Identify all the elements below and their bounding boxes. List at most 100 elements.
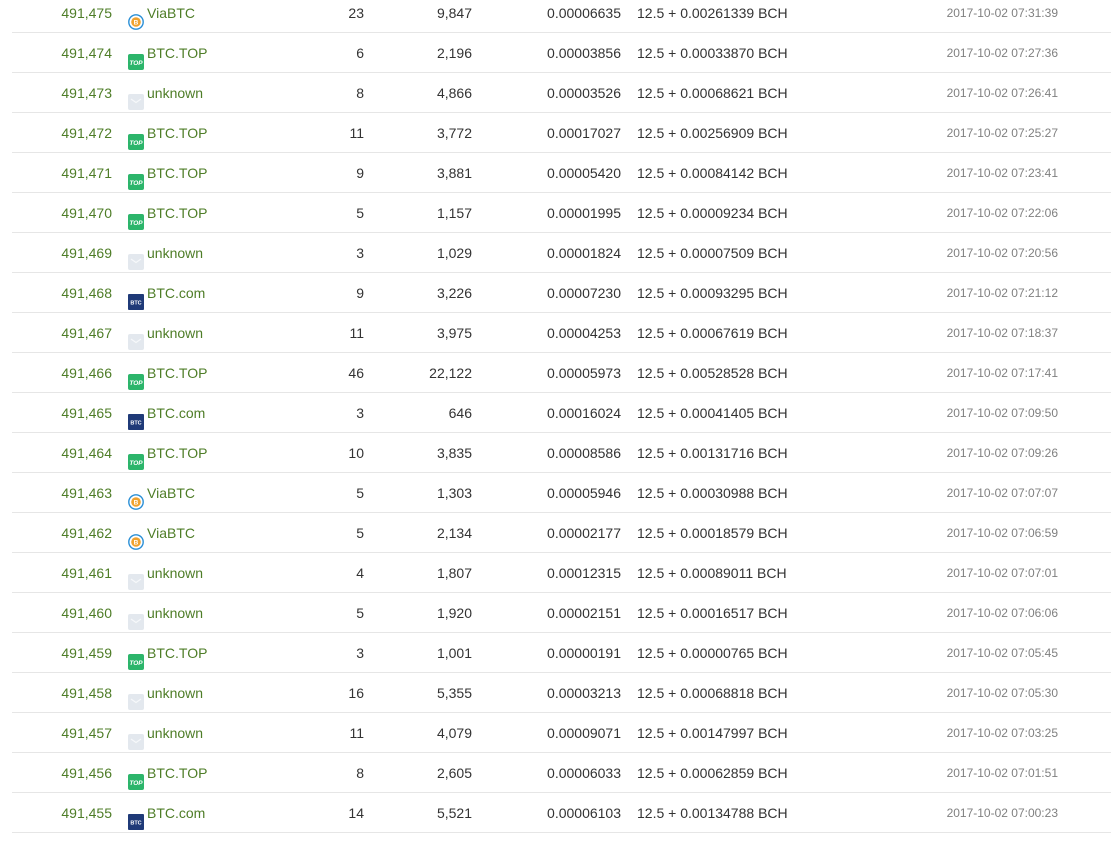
tx-count: 5	[356, 485, 364, 501]
block-reward: 12.5 + 0.00067619 BCH	[637, 313, 837, 353]
svg-text:TOP: TOP	[129, 220, 143, 227]
block-reward: 12.5 + 0.00256909 BCH	[637, 113, 837, 153]
block-height-link[interactable]: 491,469	[61, 245, 112, 261]
reward-unit: BCH	[758, 525, 788, 541]
pool-link[interactable]: unknown	[128, 313, 288, 353]
block-time: 2017-10-02 07:01:51	[946, 766, 1058, 780]
reward-unit: BCH	[758, 205, 788, 221]
block-height-link[interactable]: 491,466	[61, 365, 112, 381]
pool-link[interactable]: TOP BTC.TOP	[128, 153, 288, 193]
svg-text:B: B	[134, 540, 139, 547]
pool-link[interactable]: TOP BTC.TOP	[128, 33, 288, 73]
block-row: 491,462 B ViaBTC 5 2,134 0.00002177 12.5 + 0.0…	[12, 513, 1111, 553]
block-time: 2017-10-02 07:07:01	[946, 566, 1058, 580]
block-height-link[interactable]: 491,462	[61, 525, 112, 541]
svg-text:TOP: TOP	[129, 60, 143, 67]
reward-unit: BCH	[758, 45, 788, 61]
block-row: 491,470 TOP BTC.TOP 5 1,157 0.00001995 12.5 + …	[12, 193, 1111, 233]
block-height-link[interactable]: 491,475	[61, 5, 112, 21]
avg-fee: 0.00005973	[547, 365, 621, 381]
avg-fee: 0.00002151	[547, 605, 621, 621]
pool-link[interactable]: BTC BTC.com	[128, 273, 288, 313]
pool-link[interactable]: BTC BTC.com	[128, 393, 288, 433]
pool-link[interactable]: TOP BTC.TOP	[128, 353, 288, 393]
block-row: 491,457 unknown 11 4,079 0.00009071 12.5 + 0.…	[12, 713, 1111, 753]
pool-link[interactable]: TOP BTC.TOP	[128, 433, 288, 473]
pool-link[interactable]: B ViaBTC	[128, 0, 288, 33]
pool-link[interactable]: TOP BTC.TOP	[128, 113, 288, 153]
reward-amount: 12.5 + 0.00009234	[637, 205, 755, 221]
block-size: 1,029	[436, 245, 472, 261]
unknown-pool-icon	[128, 245, 144, 270]
pool-link[interactable]: unknown	[128, 73, 288, 113]
block-height-link[interactable]: 491,472	[61, 125, 112, 141]
block-size: 5,521	[436, 805, 472, 821]
pool-name: unknown	[147, 565, 204, 581]
pool-name: BTC.TOP	[147, 165, 208, 181]
block-reward: 12.5 + 0.00016517 BCH	[637, 593, 837, 633]
block-height-link[interactable]: 491,470	[61, 205, 112, 221]
block-size: 2,134	[436, 525, 472, 541]
pool-link[interactable]: unknown	[128, 233, 288, 273]
block-reward: 12.5 + 0.00147997 BCH	[637, 713, 837, 753]
block-height-link[interactable]: 491,458	[61, 685, 112, 701]
block-row: 491,466 TOP BTC.TOP 46 22,122 0.00005973 12.5 …	[12, 353, 1111, 393]
tx-count: 46	[348, 365, 364, 381]
block-row: 491,463 B ViaBTC 5 1,303 0.00005946 12.5 + 0.0…	[12, 473, 1111, 513]
pool-link[interactable]: B ViaBTC	[128, 513, 288, 553]
reward-unit: BCH	[758, 645, 788, 661]
block-time: 2017-10-02 07:20:56	[946, 246, 1058, 260]
btctop-icon: TOP	[128, 125, 144, 150]
reward-unit: BCH	[758, 125, 788, 141]
block-height-link[interactable]: 491,461	[61, 565, 112, 581]
btccom-icon: BTC	[128, 805, 144, 830]
block-time: 2017-10-02 07:26:41	[946, 86, 1058, 100]
block-height-link[interactable]: 491,456	[61, 765, 112, 781]
block-time: 2017-10-02 07:23:41	[946, 166, 1058, 180]
pool-link[interactable]: B ViaBTC	[128, 473, 288, 513]
reward-amount: 12.5 + 0.00256909	[637, 125, 755, 141]
reward-unit: BCH	[758, 725, 788, 741]
block-reward: 12.5 + 0.00033870 BCH	[637, 33, 837, 73]
pool-link[interactable]: TOP BTC.TOP	[128, 193, 288, 233]
reward-unit: BCH	[758, 245, 788, 261]
pool-link[interactable]: BTC BTC.com	[128, 793, 288, 833]
pool-link[interactable]: TOP BTC.TOP	[128, 753, 288, 793]
pool-name: BTC.TOP	[147, 125, 208, 141]
reward-unit: BCH	[758, 5, 788, 21]
reward-amount: 12.5 + 0.00067619	[637, 325, 755, 341]
block-height-link[interactable]: 491,465	[61, 405, 112, 421]
tx-count: 9	[356, 285, 364, 301]
block-height-link[interactable]: 491,471	[61, 165, 112, 181]
pool-link[interactable]: unknown	[128, 673, 288, 713]
block-height-link[interactable]: 491,460	[61, 605, 112, 621]
pool-link[interactable]: unknown	[128, 713, 288, 753]
block-size: 3,835	[436, 445, 472, 461]
block-reward: 12.5 + 0.00068818 BCH	[637, 673, 837, 713]
block-height-link[interactable]: 491,459	[61, 645, 112, 661]
block-size: 5,355	[436, 685, 472, 701]
avg-fee: 0.00007230	[547, 285, 621, 301]
block-reward: 12.5 + 0.00000765 BCH	[637, 633, 837, 673]
reward-amount: 12.5 + 0.00084142	[637, 165, 755, 181]
pool-link[interactable]: unknown	[128, 593, 288, 633]
block-height-link[interactable]: 491,455	[61, 805, 112, 821]
reward-amount: 12.5 + 0.00041405	[637, 405, 755, 421]
block-height-link[interactable]: 491,467	[61, 325, 112, 341]
block-height-link[interactable]: 491,474	[61, 45, 112, 61]
block-height-link[interactable]: 491,463	[61, 485, 112, 501]
block-height-link[interactable]: 491,468	[61, 285, 112, 301]
block-height-link[interactable]: 491,464	[61, 445, 112, 461]
pool-link[interactable]: TOP BTC.TOP	[128, 633, 288, 673]
tx-count: 5	[356, 205, 364, 221]
block-time: 2017-10-02 07:22:06	[946, 206, 1058, 220]
svg-text:TOP: TOP	[129, 660, 143, 667]
block-reward: 12.5 + 0.00007509 BCH	[637, 233, 837, 273]
block-height-link[interactable]: 491,457	[61, 725, 112, 741]
block-height-link[interactable]: 491,473	[61, 85, 112, 101]
tx-count: 11	[349, 725, 364, 741]
block-time: 2017-10-02 07:18:37	[946, 326, 1058, 340]
pool-link[interactable]: unknown	[128, 553, 288, 593]
avg-fee: 0.00001824	[547, 245, 621, 261]
reward-unit: BCH	[757, 565, 787, 581]
